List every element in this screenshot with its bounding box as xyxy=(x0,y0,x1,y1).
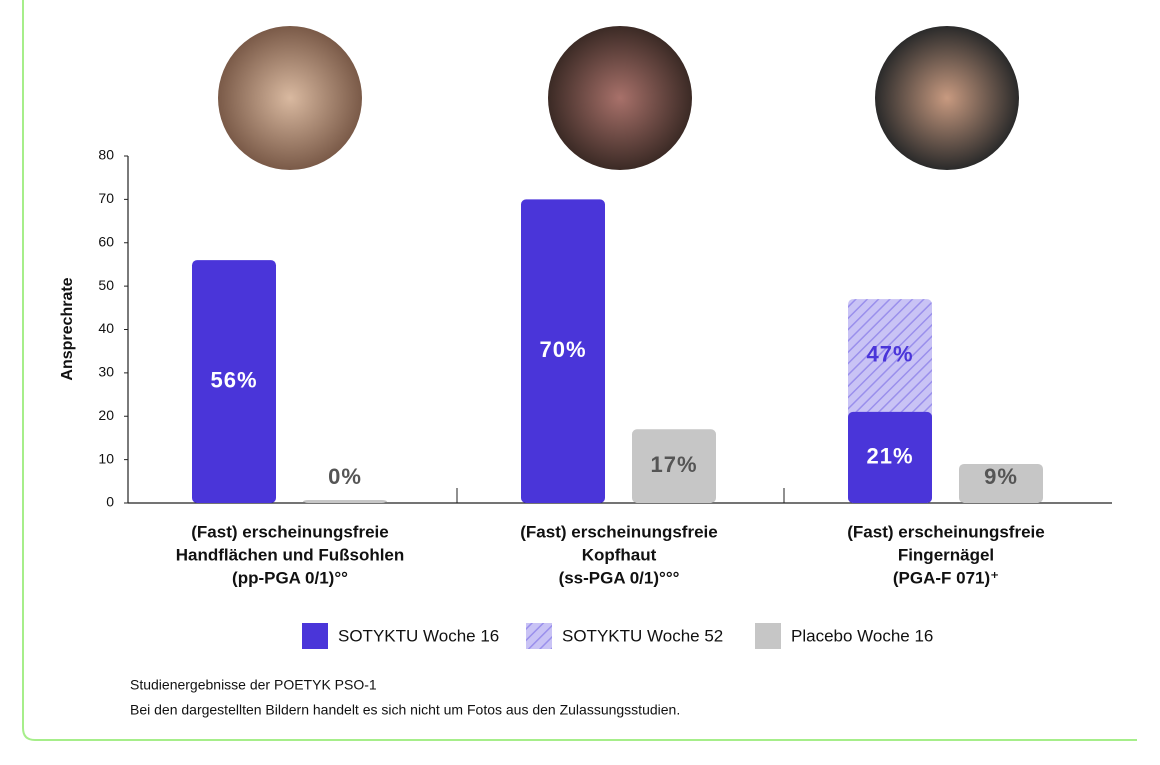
legend-label: Placebo Woche 16 xyxy=(791,626,933,645)
legend-swatch xyxy=(302,623,328,649)
x-tick-label: (Fast) erscheinungsfreie xyxy=(847,522,1044,541)
x-tick-label: (Fast) erscheinungsfreie xyxy=(520,522,717,541)
bar xyxy=(521,199,605,503)
legend-label: SOTYKTU Woche 52 xyxy=(562,626,723,645)
value-label: 0% xyxy=(328,464,362,489)
x-tick-label: (pp-PGA 0/1)°° xyxy=(232,568,348,587)
value-label: 9% xyxy=(984,464,1018,489)
bar xyxy=(632,429,716,503)
photo xyxy=(548,26,692,170)
legend-swatch xyxy=(526,623,552,649)
bar xyxy=(192,260,276,503)
bar xyxy=(848,411,932,503)
value-label: 21% xyxy=(866,443,913,468)
x-tick-label: Kopfhaut xyxy=(582,545,657,564)
y-tick-label: 0 xyxy=(106,494,114,510)
footnote: Bei den dargestellten Bildern handelt es… xyxy=(130,702,680,718)
value-label: 70% xyxy=(539,337,586,362)
y-tick-label: 10 xyxy=(98,450,114,466)
y-tick-label: 20 xyxy=(98,407,114,423)
legend-label: SOTYKTU Woche 16 xyxy=(338,626,499,645)
y-tick-label: 40 xyxy=(98,320,114,336)
legend-swatch xyxy=(755,623,781,649)
photo xyxy=(218,26,362,170)
y-tick-label: 60 xyxy=(98,233,114,249)
y-axis-label: Ansprechrate xyxy=(59,277,76,380)
value-label: 56% xyxy=(210,367,257,392)
x-tick-label: (Fast) erscheinungsfreie xyxy=(191,522,388,541)
y-tick-label: 30 xyxy=(98,364,114,380)
y-tick-label: 50 xyxy=(98,277,114,293)
y-tick-label: 80 xyxy=(98,147,114,163)
x-tick-label: (PGA-F 071)⁺ xyxy=(893,568,999,587)
frame xyxy=(22,0,1137,741)
footnote: Studienergebnisse der POETYK PSO-1 xyxy=(130,677,377,693)
value-label: 47% xyxy=(866,341,913,366)
bar xyxy=(959,463,1043,503)
value-label: 17% xyxy=(650,452,697,477)
y-tick-label: 70 xyxy=(98,190,114,206)
x-tick-label: Fingernägel xyxy=(898,545,994,564)
x-tick-label: Handflächen und Fußsohlen xyxy=(176,545,405,564)
photo xyxy=(875,26,1019,170)
x-tick-label: (ss-PGA 0/1)°°° xyxy=(559,568,680,587)
bar xyxy=(303,500,387,503)
